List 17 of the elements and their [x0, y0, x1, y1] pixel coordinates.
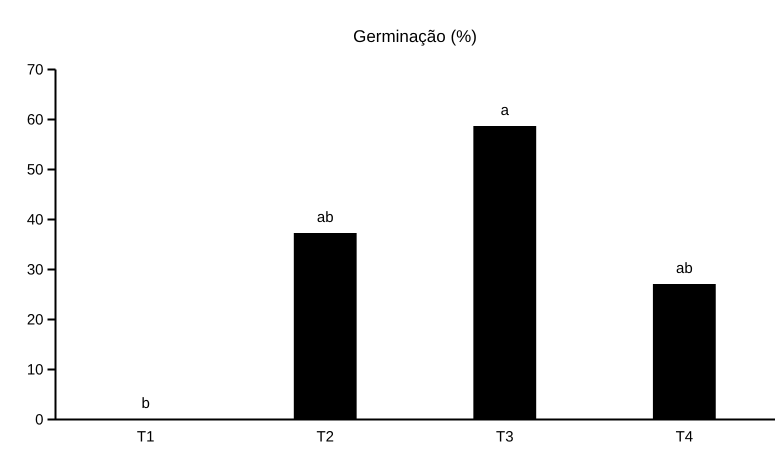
- y-tick-label: 60: [26, 112, 44, 128]
- x-tick-label: T1: [136, 428, 154, 446]
- annotation: b: [142, 395, 150, 412]
- y-tick-label: 20: [26, 312, 44, 328]
- y-tick-label: 70: [26, 62, 44, 78]
- y-tick-label: 50: [26, 162, 44, 178]
- annotation: ab: [676, 260, 693, 277]
- y-tick-label: 40: [26, 212, 44, 228]
- x-tick-label: T2: [316, 428, 334, 446]
- annotation: a: [500, 102, 510, 119]
- x-tick-label: T3: [496, 428, 514, 446]
- annotation: ab: [316, 209, 334, 226]
- x-tick-label: T4: [676, 428, 694, 446]
- y-tick-label: 0: [35, 412, 44, 428]
- chart-title: Germinação (%): [353, 27, 477, 46]
- y-tick-label: 10: [26, 362, 44, 378]
- y-tick-label: 30: [26, 262, 44, 278]
